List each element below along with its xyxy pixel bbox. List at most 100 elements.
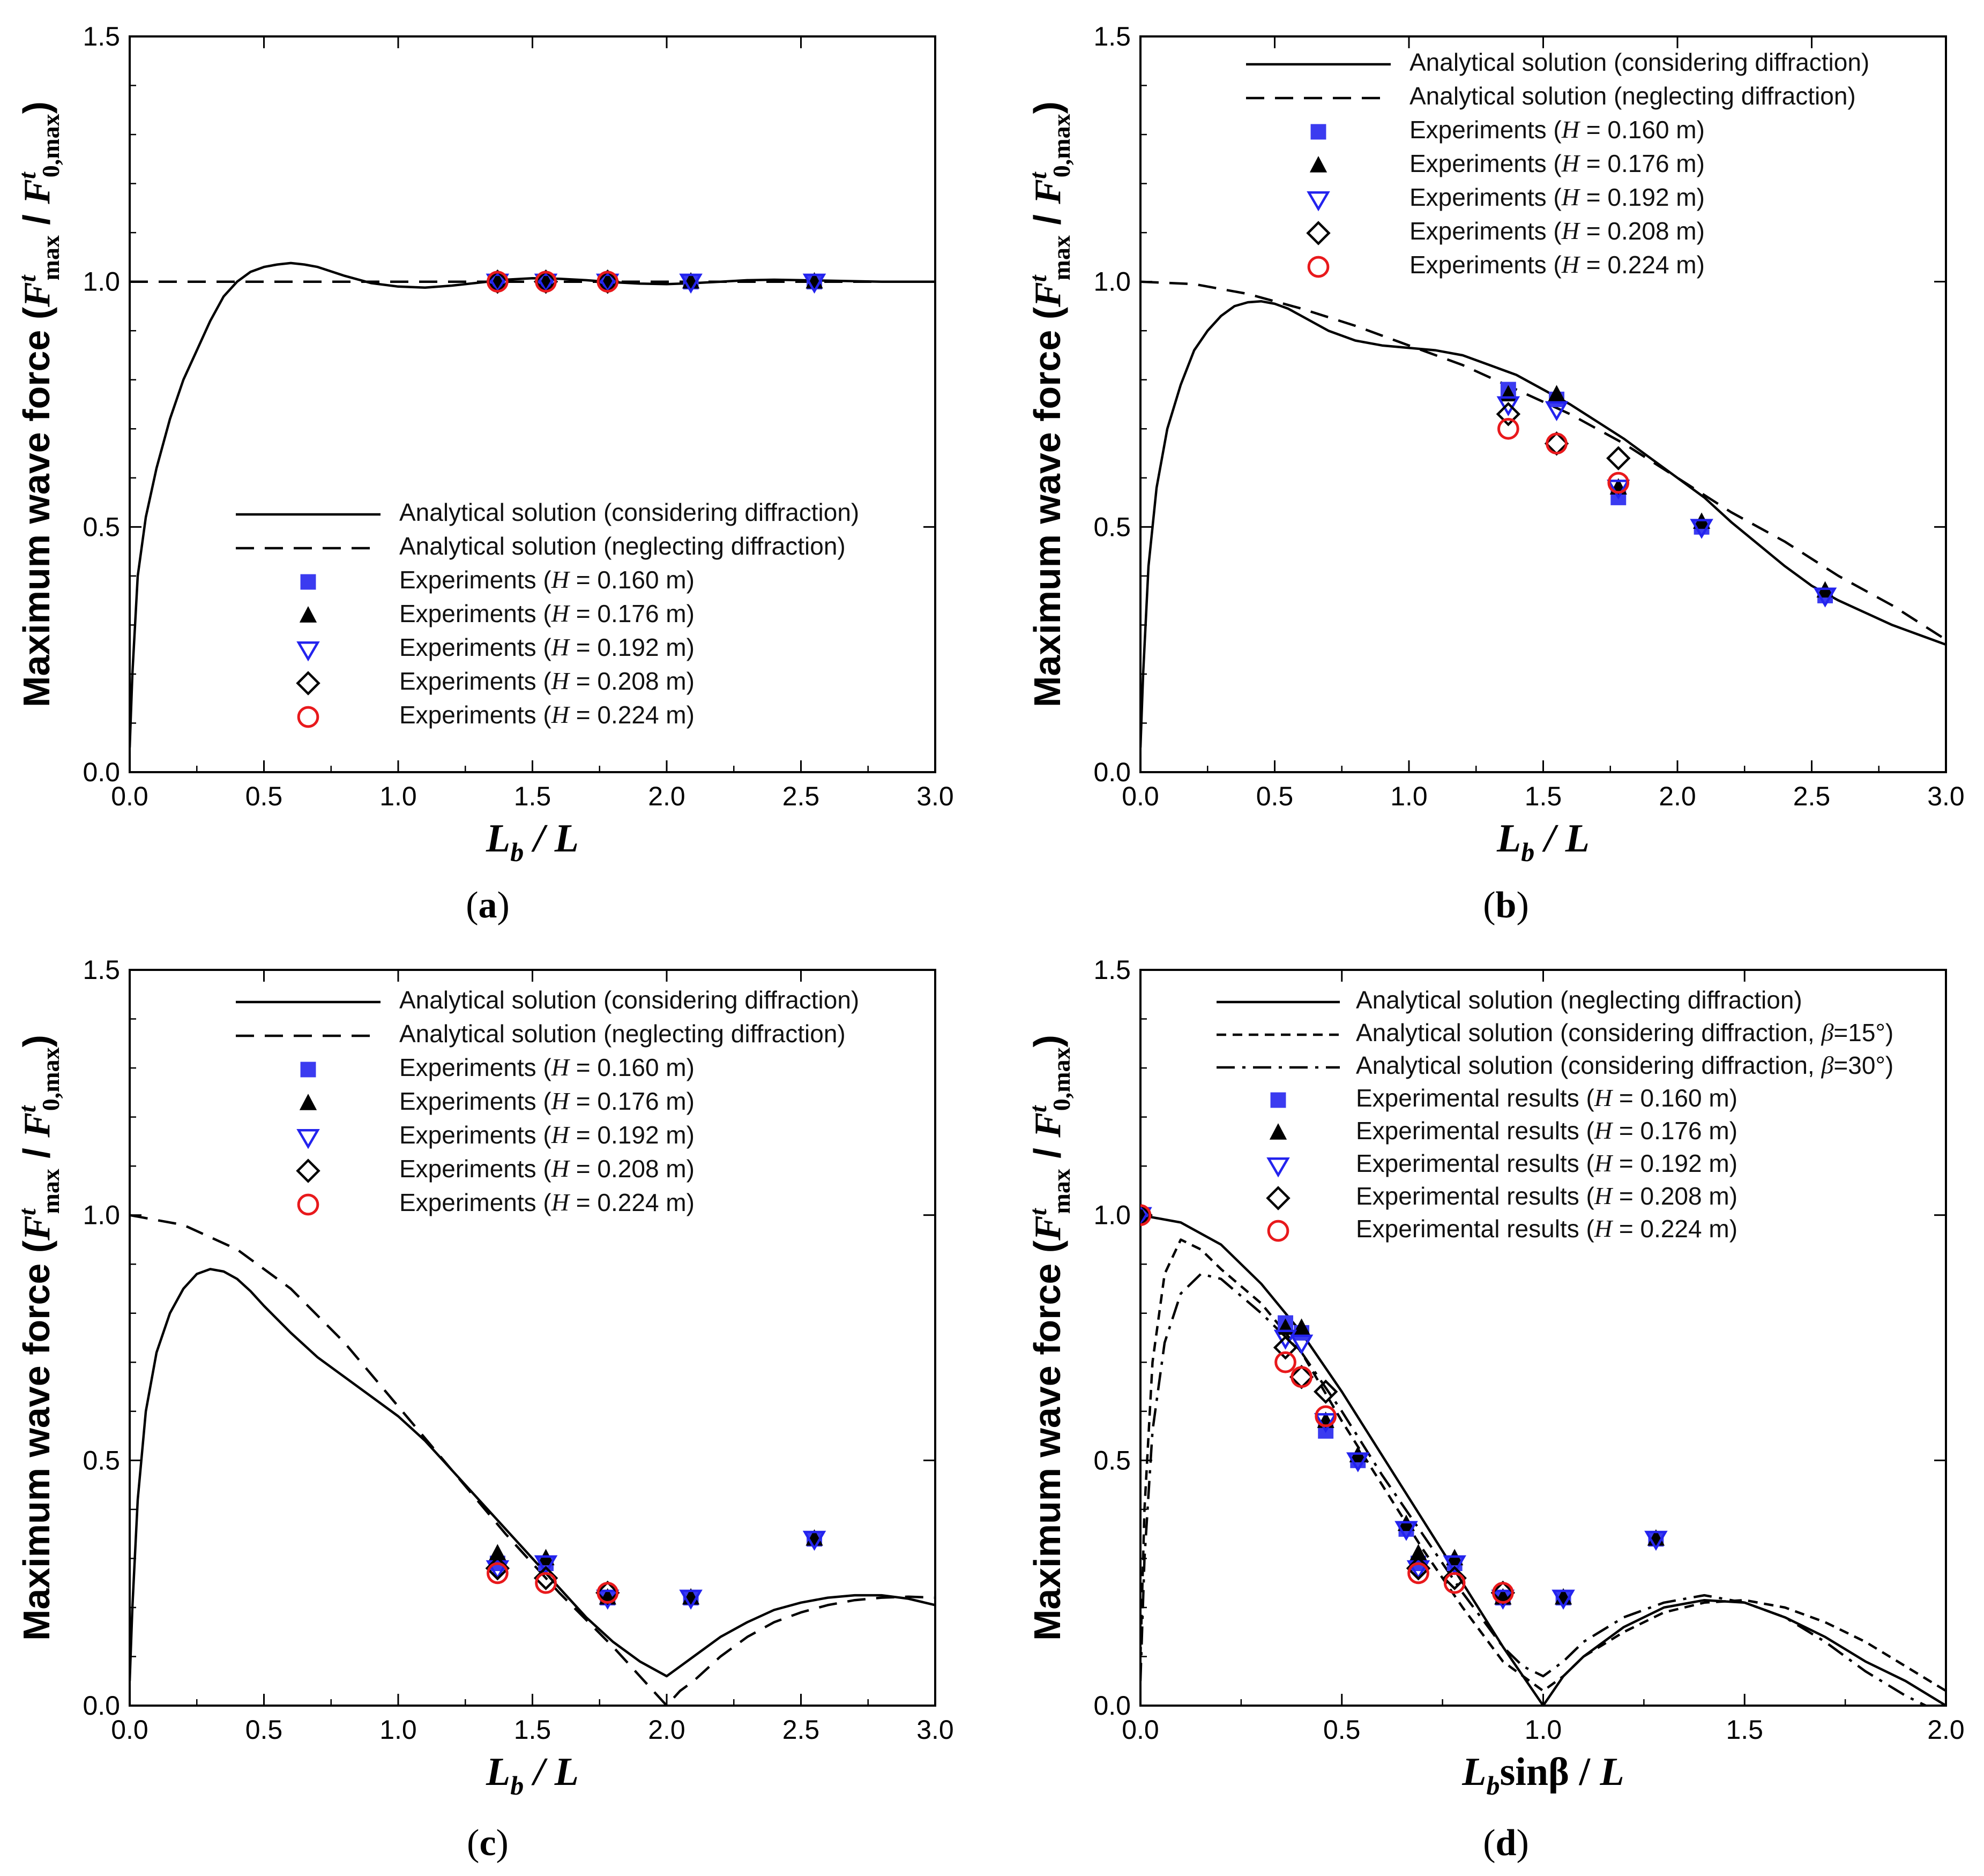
x-tick-label: 0.5	[1256, 781, 1294, 811]
x-axis-label: Lb / L	[1496, 817, 1590, 867]
data-point	[534, 1555, 558, 1575]
y-axis-label: Maximum wave force (Ftmax / Ft0,max)	[1024, 101, 1075, 707]
y-tick-label: 0.0	[1093, 1691, 1131, 1721]
data-point	[535, 271, 557, 293]
legend-label: Experiments (H = 0.176 m)	[1409, 150, 1705, 178]
data-point	[486, 1560, 510, 1581]
y-tick-label: 0.0	[83, 757, 120, 787]
x-tick-label: 2.5	[782, 781, 820, 811]
data-point	[1644, 1530, 1668, 1551]
legend-marker-swatch	[299, 1094, 317, 1110]
data-point	[1273, 1335, 1298, 1360]
y-tick-label: 1.5	[83, 955, 120, 985]
data-point	[802, 273, 826, 294]
data-point	[679, 1589, 703, 1610]
plot-frame	[1139, 969, 1947, 1707]
data-point	[1496, 402, 1521, 427]
x-tick-label: 0.5	[1323, 1715, 1361, 1745]
plot-frame	[1139, 35, 1947, 773]
chart-panel-a: 0.0 0.5 1.0 1.5 2.0 2.5 3.0 0.0 0.5 1.0 1.5 Lb / L M…	[13, 21, 954, 926]
legend-label: Experiments (H = 0.224 m)	[399, 701, 695, 729]
series-line-1	[1140, 1214, 1946, 1706]
series-line-2	[1140, 280, 1946, 641]
panel-caption: (a)	[466, 885, 510, 926]
series-line-1	[130, 1268, 935, 1681]
x-tick-label: 1.0	[1525, 1715, 1562, 1745]
x-tick-label: 3.0	[1927, 781, 1965, 811]
x-tick-label: 0.0	[111, 1715, 148, 1745]
data-point	[1607, 480, 1630, 500]
chart-panel-c: 0.0 0.5 1.0 1.5 2.0 2.5 3.0 0.0 0.5 1.0 1.5 Lb / L M…	[13, 955, 954, 1864]
data-point	[534, 273, 558, 294]
panel-caption: (c)	[467, 1822, 509, 1864]
data-point	[1407, 1562, 1429, 1584]
legend-label: Experiments (H = 0.192 m)	[399, 1121, 695, 1149]
data-point	[1394, 1521, 1418, 1541]
y-tick-label: 1.0	[83, 1200, 120, 1230]
legend-marker-swatch	[1306, 221, 1331, 245]
legend-label: Analytical solution (neglecting diffract…	[399, 1020, 846, 1048]
legend-marker-swatch	[300, 574, 316, 590]
data-point	[487, 271, 509, 293]
legend-label: Analytical solution (considering diffrac…	[399, 986, 859, 1014]
y-tick-label: 1.0	[1093, 267, 1131, 297]
plot-area	[130, 1214, 935, 1706]
data-point	[679, 273, 703, 294]
x-tick-label: 1.5	[514, 1715, 551, 1745]
series-line-3	[1140, 1273, 1927, 1706]
x-axis-label: Lbsinβ / L	[1461, 1750, 1624, 1800]
y-tick-label: 0.5	[83, 1445, 120, 1475]
x-tick-label: 3.0	[916, 781, 954, 811]
y-tick-label: 1.0	[83, 267, 120, 297]
legend-marker-swatch	[296, 641, 320, 662]
data-point	[596, 271, 619, 293]
data-point	[533, 1566, 558, 1590]
legend-label: Analytical solution (considering diffrac…	[399, 498, 859, 526]
data-point	[1546, 432, 1568, 455]
legend-label: Analytical solution (neglecting diffract…	[1409, 82, 1856, 110]
data-point	[1313, 1379, 1338, 1404]
y-tick-label: 1.5	[1093, 955, 1131, 985]
legend-marker-swatch	[299, 606, 317, 623]
legend-marker-swatch	[1269, 1123, 1287, 1140]
legend-label: Experimental results (H = 0.192 m)	[1356, 1149, 1737, 1178]
legend-label: Experimental results (H = 0.224 m)	[1356, 1215, 1737, 1243]
legend-label: Experiments (H = 0.208 m)	[399, 667, 695, 696]
legend-marker-swatch	[1307, 191, 1330, 212]
chart-panel-b: 0.0 0.5 1.0 1.5 2.0 2.5 3.0 0.0 0.5 1.0 1.5 Lb / L M…	[1024, 21, 1965, 926]
data-point	[1690, 519, 1713, 539]
plot-area	[1140, 1202, 1946, 1706]
legend-marker-swatch	[297, 706, 319, 728]
x-tick-label: 2.0	[648, 1715, 685, 1745]
data-point	[485, 1556, 510, 1581]
legend-label: Experiments (H = 0.160 m)	[399, 566, 695, 594]
legend-label: Experiments (H = 0.192 m)	[399, 633, 695, 662]
data-point	[1492, 1582, 1514, 1604]
legend-marker-swatch	[1310, 124, 1326, 140]
y-tick-label: 0.5	[1093, 512, 1131, 542]
data-point	[1443, 1572, 1466, 1594]
data-point	[1406, 1556, 1431, 1581]
data-point	[1545, 401, 1569, 421]
x-tick-label: 2.5	[782, 1715, 820, 1745]
x-tick-label: 2.5	[1793, 781, 1831, 811]
data-point	[1140, 1207, 1152, 1227]
legend-marker-swatch	[296, 1159, 320, 1183]
series-line-1	[1140, 300, 1946, 748]
legend-label: Analytical solution (considering diffrac…	[1409, 48, 1869, 76]
legend: Analytical solution (considering diffrac…	[236, 498, 859, 729]
series-line-2	[130, 1214, 935, 1706]
legend: Analytical solution (considering diffrac…	[236, 986, 859, 1216]
legend-label: Experiments (H = 0.208 m)	[1409, 217, 1705, 245]
legend-label: Experimental results (H = 0.160 m)	[1356, 1084, 1737, 1112]
legend-label: Analytical solution (neglecting diffract…	[399, 532, 846, 560]
x-tick-label: 0.5	[245, 1715, 283, 1745]
legend-label: Experiments (H = 0.224 m)	[399, 1189, 695, 1217]
legend-label: Experimental results (H = 0.208 m)	[1356, 1182, 1737, 1210]
legend-marker-swatch	[296, 671, 320, 696]
data-point	[1314, 1413, 1338, 1433]
legend: Analytical solution (neglecting diffract…	[1217, 986, 1893, 1243]
panel-caption: (b)	[1483, 885, 1529, 926]
